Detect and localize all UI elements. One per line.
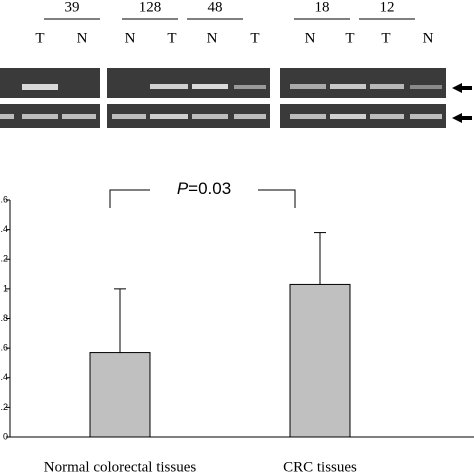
y-tick-label: .6 bbox=[0, 194, 8, 204]
annotation-value: =0.03 bbox=[188, 179, 231, 198]
band bbox=[330, 114, 366, 119]
bands bbox=[0, 84, 442, 119]
band bbox=[330, 84, 366, 89]
bar bbox=[89, 352, 151, 438]
bracket bbox=[109, 189, 296, 208]
lane-label: T bbox=[35, 30, 44, 46]
band bbox=[290, 114, 326, 119]
annotation: P=0.03 bbox=[177, 179, 231, 198]
band bbox=[192, 84, 228, 89]
x-tick-label: Normal colorectal tissues bbox=[44, 459, 197, 474]
annotation-p: P bbox=[177, 179, 189, 198]
band bbox=[290, 84, 326, 89]
lane-label: T bbox=[345, 30, 354, 46]
sample-label: 128 bbox=[139, 0, 162, 15]
gel bbox=[0, 68, 100, 98]
lane-label: T bbox=[167, 30, 176, 46]
gel bbox=[280, 68, 446, 98]
lane-label: N bbox=[207, 30, 218, 46]
band bbox=[234, 114, 266, 119]
bar bbox=[289, 283, 351, 438]
lane-label: N bbox=[305, 30, 316, 46]
gel bbox=[107, 68, 270, 98]
band bbox=[0, 114, 14, 119]
y-tick-label: .6 bbox=[0, 343, 8, 353]
sample-label: 39 bbox=[65, 0, 80, 15]
band bbox=[150, 114, 188, 119]
y-tick-label: 0 bbox=[3, 431, 8, 441]
y-tick-label: .2 bbox=[0, 402, 8, 412]
band bbox=[112, 114, 146, 119]
y-tick-label: .8 bbox=[0, 313, 8, 323]
lane-label: T bbox=[250, 30, 259, 46]
y-tick-label: 1 bbox=[3, 283, 8, 293]
band bbox=[62, 114, 96, 119]
lane-label: N bbox=[125, 30, 136, 46]
lane-label: N bbox=[423, 30, 434, 46]
band bbox=[150, 84, 188, 89]
lane-label: N bbox=[77, 30, 88, 46]
x-tick-label: CRC tissues bbox=[283, 459, 357, 474]
arrow bbox=[452, 83, 472, 93]
band bbox=[370, 114, 404, 119]
lane-label: T bbox=[381, 30, 390, 46]
y-tick-label: .4 bbox=[0, 224, 8, 234]
band bbox=[192, 114, 228, 119]
band bbox=[22, 114, 58, 119]
sample-label: 12 bbox=[380, 0, 395, 15]
sample-label: 18 bbox=[315, 0, 330, 15]
band bbox=[410, 114, 442, 119]
y-tick-label: .4 bbox=[0, 372, 8, 382]
band bbox=[234, 85, 266, 89]
band bbox=[410, 85, 442, 89]
y-tick-label: .2 bbox=[0, 254, 8, 264]
band bbox=[22, 84, 58, 90]
sample-label: 48 bbox=[208, 0, 223, 15]
gel-panels bbox=[0, 68, 472, 128]
arrow bbox=[452, 113, 472, 123]
band bbox=[370, 84, 404, 89]
